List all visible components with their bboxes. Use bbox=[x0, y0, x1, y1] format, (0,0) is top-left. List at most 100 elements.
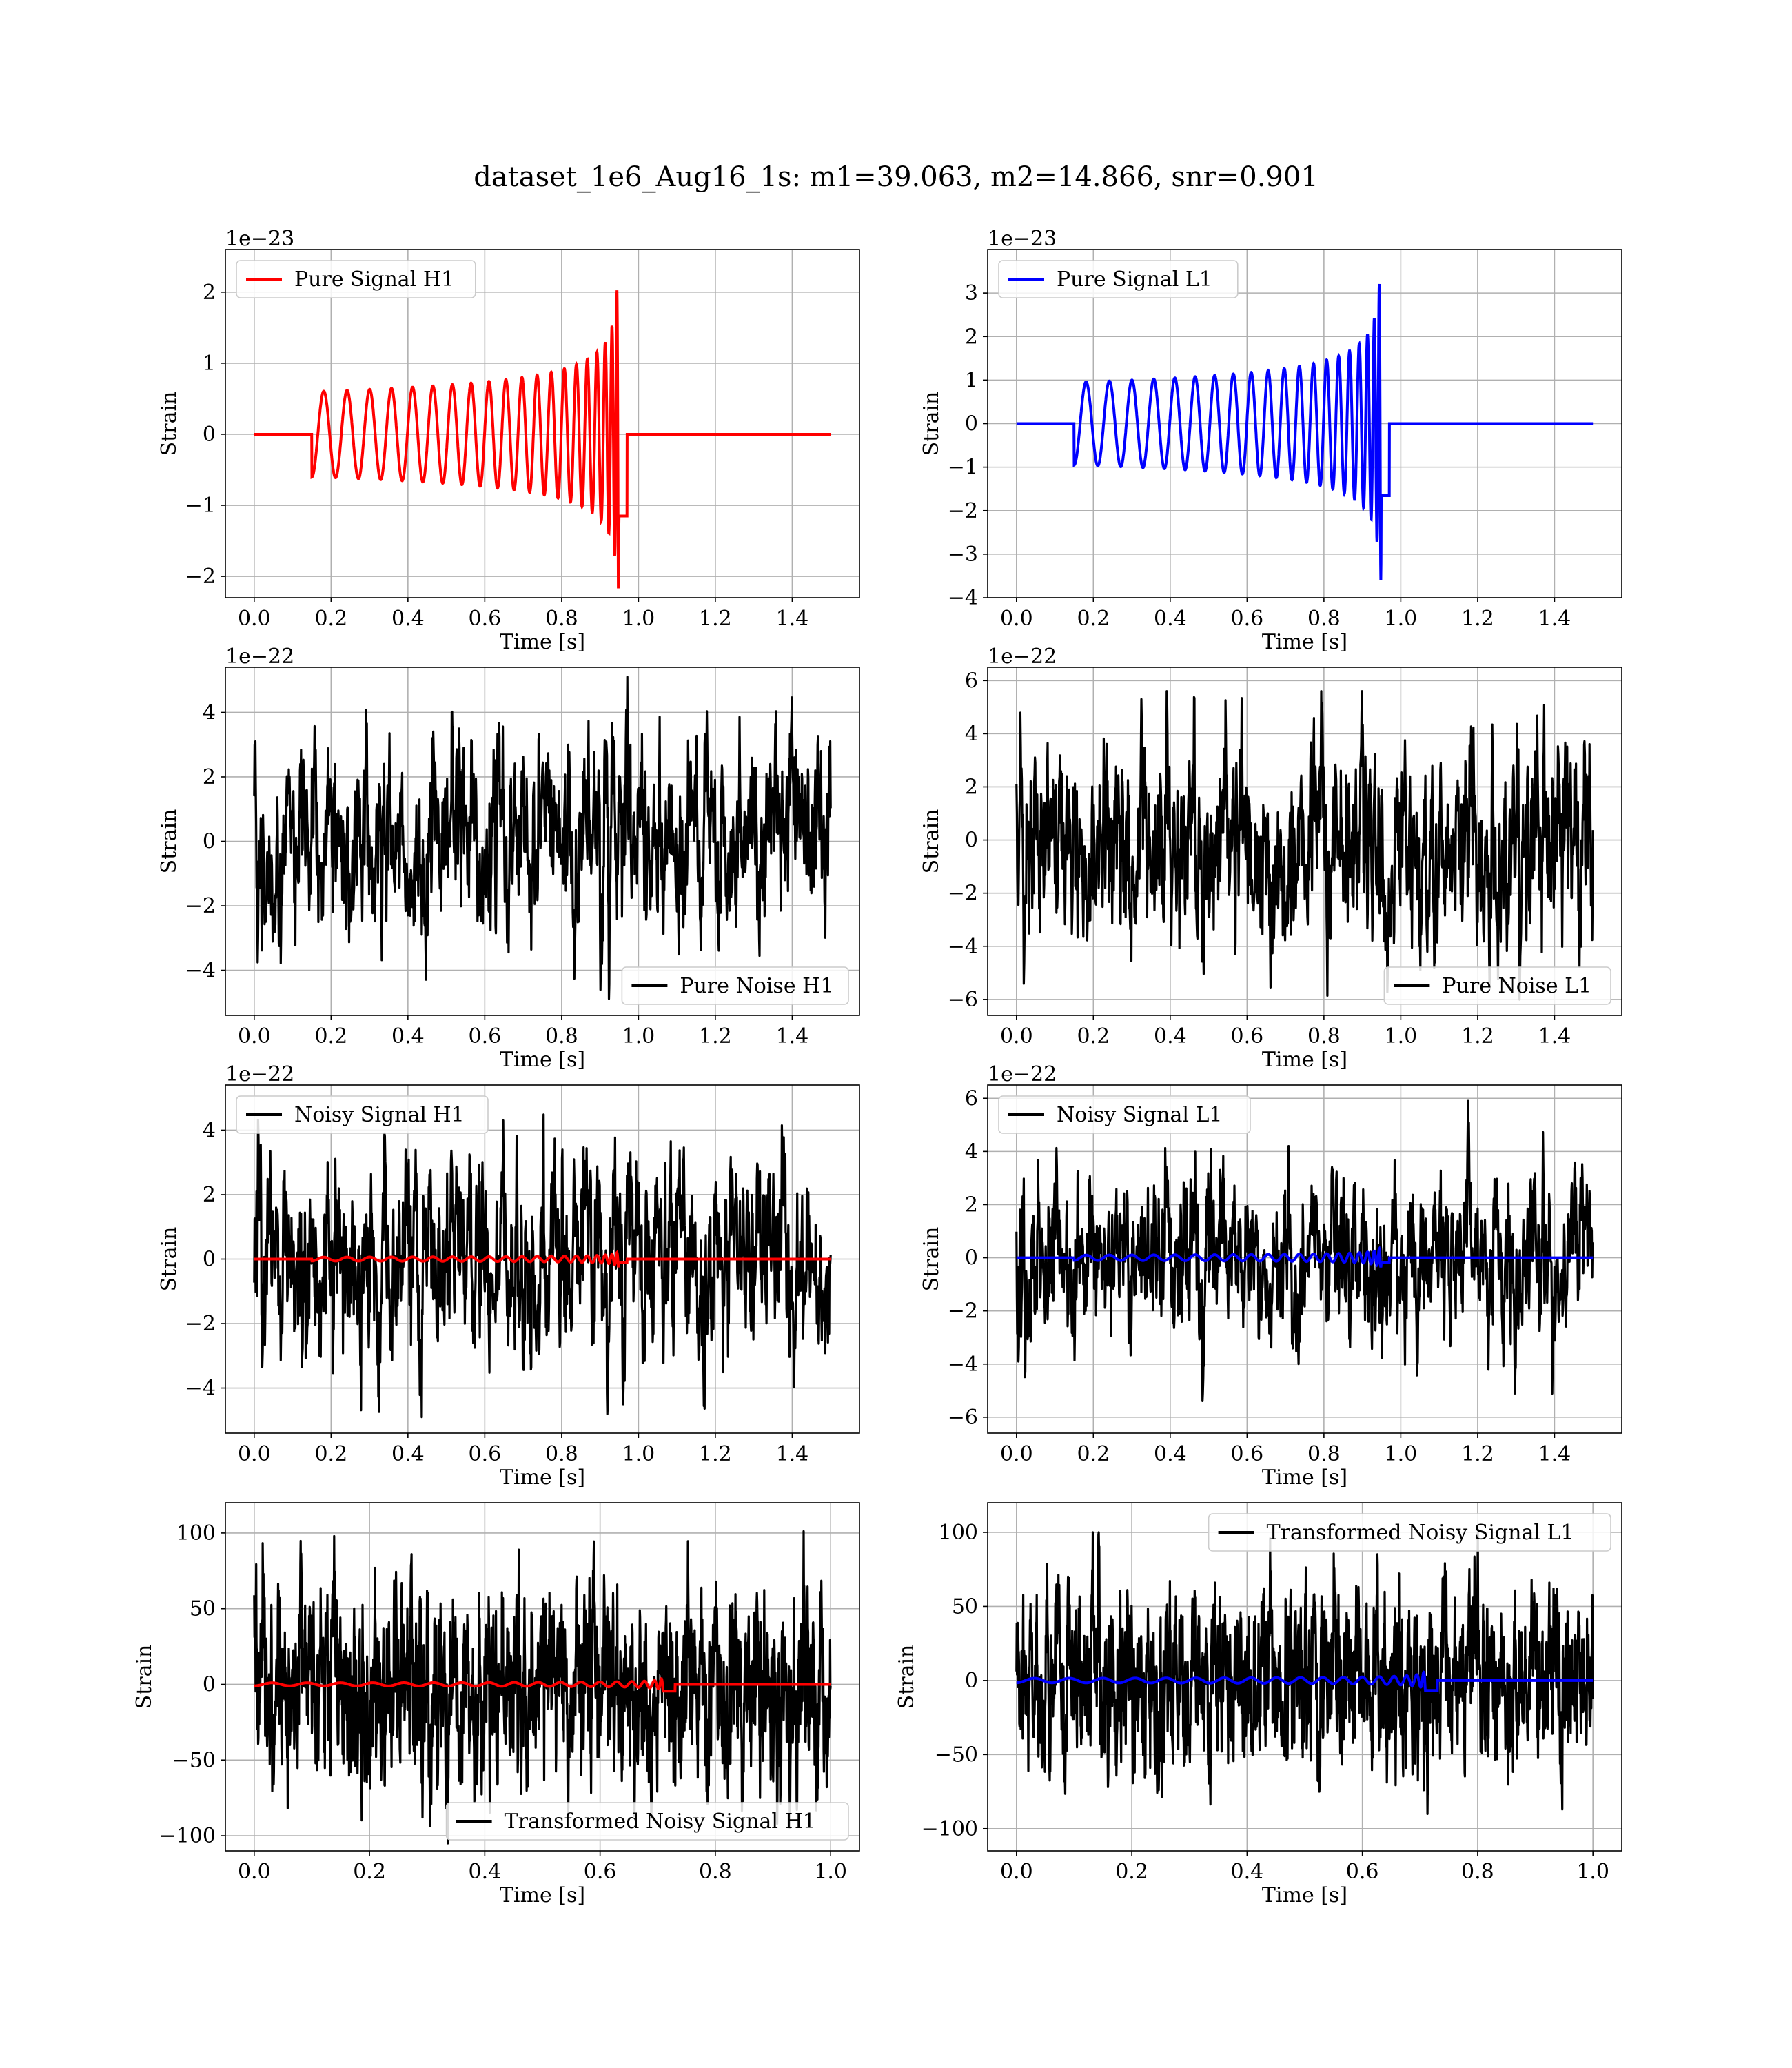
x-tick-label: 0.6 bbox=[469, 1024, 502, 1048]
x-tick-label: 0.8 bbox=[545, 1024, 578, 1048]
y-tick-label: 2 bbox=[203, 281, 216, 305]
x-tick-label: 0.2 bbox=[353, 1860, 386, 1884]
y-axis-label: Strain bbox=[157, 809, 181, 874]
y-axis-label: Strain bbox=[895, 1645, 919, 1710]
legend-label: Pure Noise L1 bbox=[1442, 974, 1591, 998]
signal-overlay-line bbox=[1016, 1246, 1594, 1268]
y-tick-label: −100 bbox=[159, 1824, 216, 1848]
offset-text: 1e−22 bbox=[988, 645, 1057, 669]
x-tick-label: 0.8 bbox=[1461, 1860, 1494, 1884]
x-tick-label: 0.4 bbox=[1154, 1442, 1187, 1466]
y-tick-label: 0 bbox=[203, 1248, 216, 1272]
y-tick-label: 2 bbox=[965, 1193, 978, 1217]
y-tick-label: −100 bbox=[922, 1817, 978, 1841]
x-tick-label: 0.4 bbox=[1154, 1024, 1187, 1048]
legend: Noisy Signal H1 bbox=[236, 1095, 489, 1134]
x-tick-label: 1.0 bbox=[814, 1860, 847, 1884]
legend-label: Pure Noise H1 bbox=[680, 974, 833, 998]
x-axis-label: Time [s] bbox=[1262, 1883, 1347, 1907]
x-axis-label: Time [s] bbox=[500, 1466, 585, 1490]
x-tick-label: 1.2 bbox=[1461, 1442, 1494, 1466]
y-tick-label: 2 bbox=[965, 775, 978, 799]
x-tick-label: 0.0 bbox=[238, 1442, 271, 1466]
subplot-pure_noise_l1: 0.0 0.2 0.4 0.6 0.8 1.0 1.2 1.4 −6 −4 −2 0 2 4 6 Time [… bbox=[919, 645, 1622, 1072]
y-tick-label: 6 bbox=[965, 669, 978, 693]
legend: Pure Noise H1 bbox=[621, 966, 849, 1005]
x-tick-label: 0.2 bbox=[314, 607, 347, 631]
series-line bbox=[254, 290, 831, 589]
x-axis-label: Time [s] bbox=[1262, 1466, 1347, 1490]
x-tick-label: 1.0 bbox=[1385, 607, 1418, 631]
offset-text: 1e−22 bbox=[225, 645, 294, 669]
x-tick-label: 1.4 bbox=[1538, 607, 1571, 631]
x-tick-label: 0.0 bbox=[1000, 607, 1033, 631]
subplot-pure_signal_h1: 0.0 0.2 0.4 0.6 0.8 1.0 1.2 1.4 −2 −1 0 1 2 Time [s] S… bbox=[157, 227, 860, 654]
y-tick-label: −2 bbox=[948, 499, 978, 523]
y-tick-label: −4 bbox=[185, 1377, 216, 1401]
signal-overlay-line bbox=[1016, 1670, 1594, 1692]
x-tick-label: 0.4 bbox=[469, 1860, 502, 1884]
x-tick-label: 0.2 bbox=[1115, 1860, 1148, 1884]
y-tick-label: 4 bbox=[203, 700, 216, 724]
x-tick-label: 0.6 bbox=[1346, 1860, 1379, 1884]
y-tick-label: −4 bbox=[948, 935, 978, 959]
y-tick-label: 50 bbox=[190, 1597, 216, 1621]
noise-line bbox=[1015, 1099, 1594, 1402]
y-tick-label: −2 bbox=[948, 882, 978, 906]
x-tick-label: 0.8 bbox=[1307, 607, 1341, 631]
legend: Transformed Noisy Signal H1 bbox=[445, 1802, 849, 1841]
legend: Pure Noise L1 bbox=[1383, 966, 1611, 1005]
offset-text: 1e−22 bbox=[988, 1062, 1057, 1086]
y-axis-label: Strain bbox=[919, 392, 944, 456]
x-tick-label: 0.4 bbox=[391, 607, 425, 631]
x-tick-label: 1.4 bbox=[776, 1442, 809, 1466]
x-tick-label: 1.2 bbox=[699, 607, 732, 631]
x-tick-label: 1.2 bbox=[699, 1442, 732, 1466]
noise-line bbox=[253, 1113, 832, 1419]
y-tick-label: 4 bbox=[965, 722, 978, 746]
y-tick-label: 3 bbox=[965, 281, 978, 305]
x-tick-label: 0.0 bbox=[1000, 1024, 1033, 1048]
x-axis-label: Time [s] bbox=[500, 1883, 585, 1907]
x-tick-label: 0.2 bbox=[1077, 1024, 1110, 1048]
x-tick-label: 0.0 bbox=[238, 607, 271, 631]
legend: Transformed Noisy Signal L1 bbox=[1208, 1513, 1611, 1552]
y-axis-label: Strain bbox=[132, 1645, 156, 1710]
x-tick-label: 0.2 bbox=[1077, 1442, 1110, 1466]
y-tick-label: −50 bbox=[935, 1743, 978, 1767]
x-tick-label: 0.0 bbox=[1000, 1860, 1033, 1884]
axes-frame bbox=[987, 1084, 1622, 1434]
y-tick-label: −2 bbox=[948, 1299, 978, 1324]
x-tick-label: 0.2 bbox=[1077, 607, 1110, 631]
x-tick-label: 0.6 bbox=[1231, 1024, 1264, 1048]
x-tick-label: 0.4 bbox=[1154, 607, 1187, 631]
x-tick-label: 0.8 bbox=[1307, 1024, 1341, 1048]
y-tick-label: 100 bbox=[176, 1521, 216, 1545]
legend: Pure Signal L1 bbox=[998, 260, 1239, 298]
signal-overlay-line bbox=[254, 1250, 831, 1268]
legend-label: Transformed Noisy Signal H1 bbox=[505, 1810, 816, 1834]
x-tick-label: 1.2 bbox=[1461, 1024, 1494, 1048]
x-tick-label: 0.8 bbox=[545, 1442, 578, 1466]
y-tick-label: 1 bbox=[203, 352, 216, 376]
x-axis-label: Time [s] bbox=[1262, 1048, 1347, 1072]
offset-text: 1e−23 bbox=[225, 227, 294, 251]
y-tick-label: −4 bbox=[185, 959, 216, 983]
x-tick-label: 1.4 bbox=[1538, 1024, 1571, 1048]
x-tick-label: 0.0 bbox=[238, 1860, 271, 1884]
y-tick-label: −4 bbox=[948, 1352, 978, 1377]
y-tick-label: 6 bbox=[965, 1086, 978, 1111]
noise-line bbox=[1015, 1531, 1594, 1815]
y-tick-label: 4 bbox=[965, 1139, 978, 1164]
y-tick-label: 0 bbox=[203, 830, 216, 854]
axes-frame bbox=[225, 249, 860, 598]
legend-label: Noisy Signal L1 bbox=[1057, 1103, 1222, 1127]
x-axis-label: Time [s] bbox=[500, 1048, 585, 1072]
x-tick-label: 1.2 bbox=[1461, 607, 1494, 631]
x-tick-label: 0.6 bbox=[469, 607, 502, 631]
x-tick-label: 1.2 bbox=[699, 1024, 732, 1048]
x-tick-label: 0.4 bbox=[391, 1024, 425, 1048]
subplot-noisy_signal_h1: 0.0 0.2 0.4 0.6 0.8 1.0 1.2 1.4 −4 −2 0 2 4 Time [s] S… bbox=[157, 1062, 860, 1490]
y-tick-label: 1 bbox=[965, 368, 978, 392]
